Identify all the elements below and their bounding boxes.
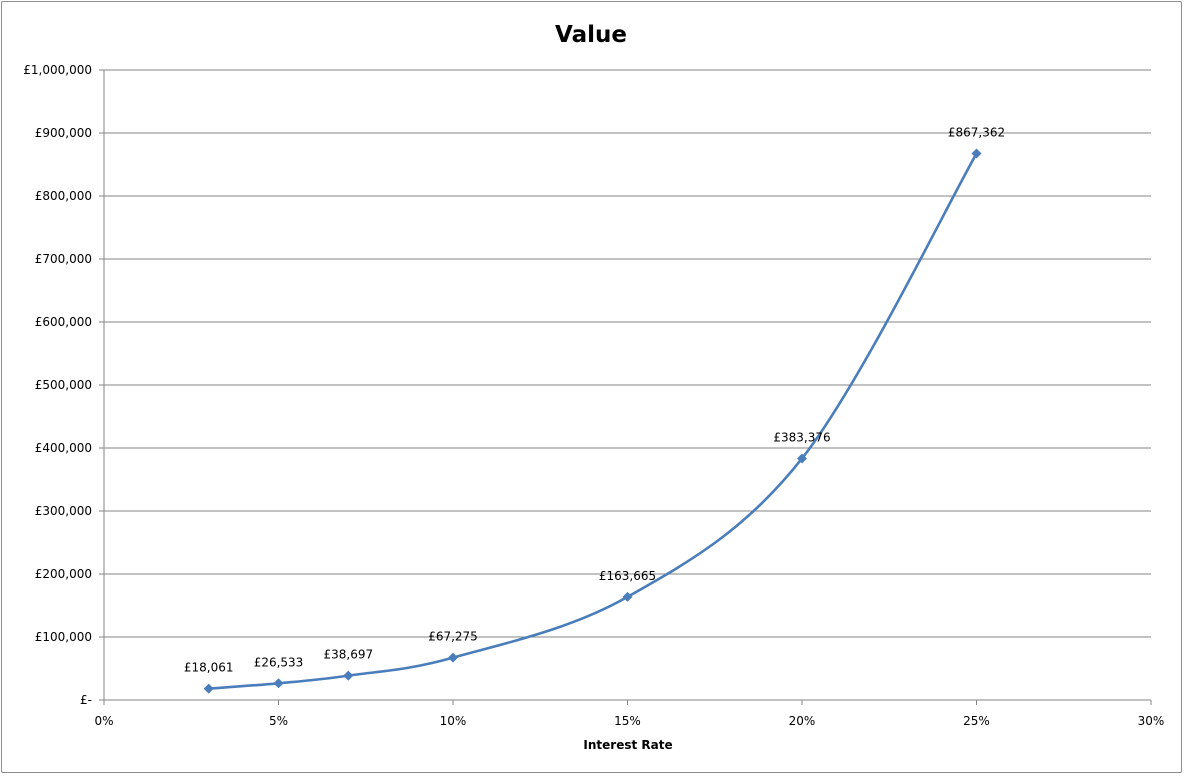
x-tick-labels: 0% 5% 10% 15% 20% 25% 30% [94,714,1164,728]
axes [99,69,1152,705]
x-axis-title: Interest Rate [583,738,672,752]
x-tick-label: 20% [789,714,816,728]
data-label: £38,697 [323,648,373,662]
chart-title: Value [555,22,627,48]
data-point [273,678,284,689]
y-tick-label: £100,000 [35,630,92,644]
y-tick-label: £700,000 [35,252,92,266]
y-tick-label: £1,000,000 [23,63,92,77]
data-label: £67,275 [428,630,478,644]
data-point [448,652,458,663]
data-label: £163,665 [599,569,656,583]
y-tick-label: £400,000 [35,441,92,455]
y-tick-labels: £- £100,000 £200,000 £300,000 £400,000 £500,0… [23,63,92,707]
data-label: £383,376 [773,430,830,444]
data-label: £18,061 [184,661,234,675]
data-point [622,591,633,602]
y-tick-label: £500,000 [35,378,92,392]
y-tick-label: £900,000 [35,126,92,140]
y-tick-label: £300,000 [35,504,92,518]
x-tick-label: 15% [614,714,641,728]
data-point [343,670,354,681]
data-label: £26,533 [254,655,304,669]
y-tick-label: £- [80,693,92,707]
x-tick-label: 30% [1138,714,1165,728]
x-tick-label: 25% [963,714,990,728]
series-line [208,152,978,690]
data-point [203,683,214,694]
x-tick-label: 5% [269,714,288,728]
data-point [971,148,982,159]
y-tick-label: £600,000 [35,315,92,329]
data-labels: £18,061 £26,533 £38,697 £67,275 £163,665 £383… [184,126,1005,675]
y-tick-label: £800,000 [35,189,92,203]
data-point [797,453,807,464]
x-tick-label: 10% [440,714,467,728]
series-value [203,148,982,694]
data-label: £867,362 [948,126,1005,140]
gridlines [104,69,1151,638]
x-tick-label: 0% [94,714,113,728]
y-tick-label: £200,000 [35,567,92,581]
